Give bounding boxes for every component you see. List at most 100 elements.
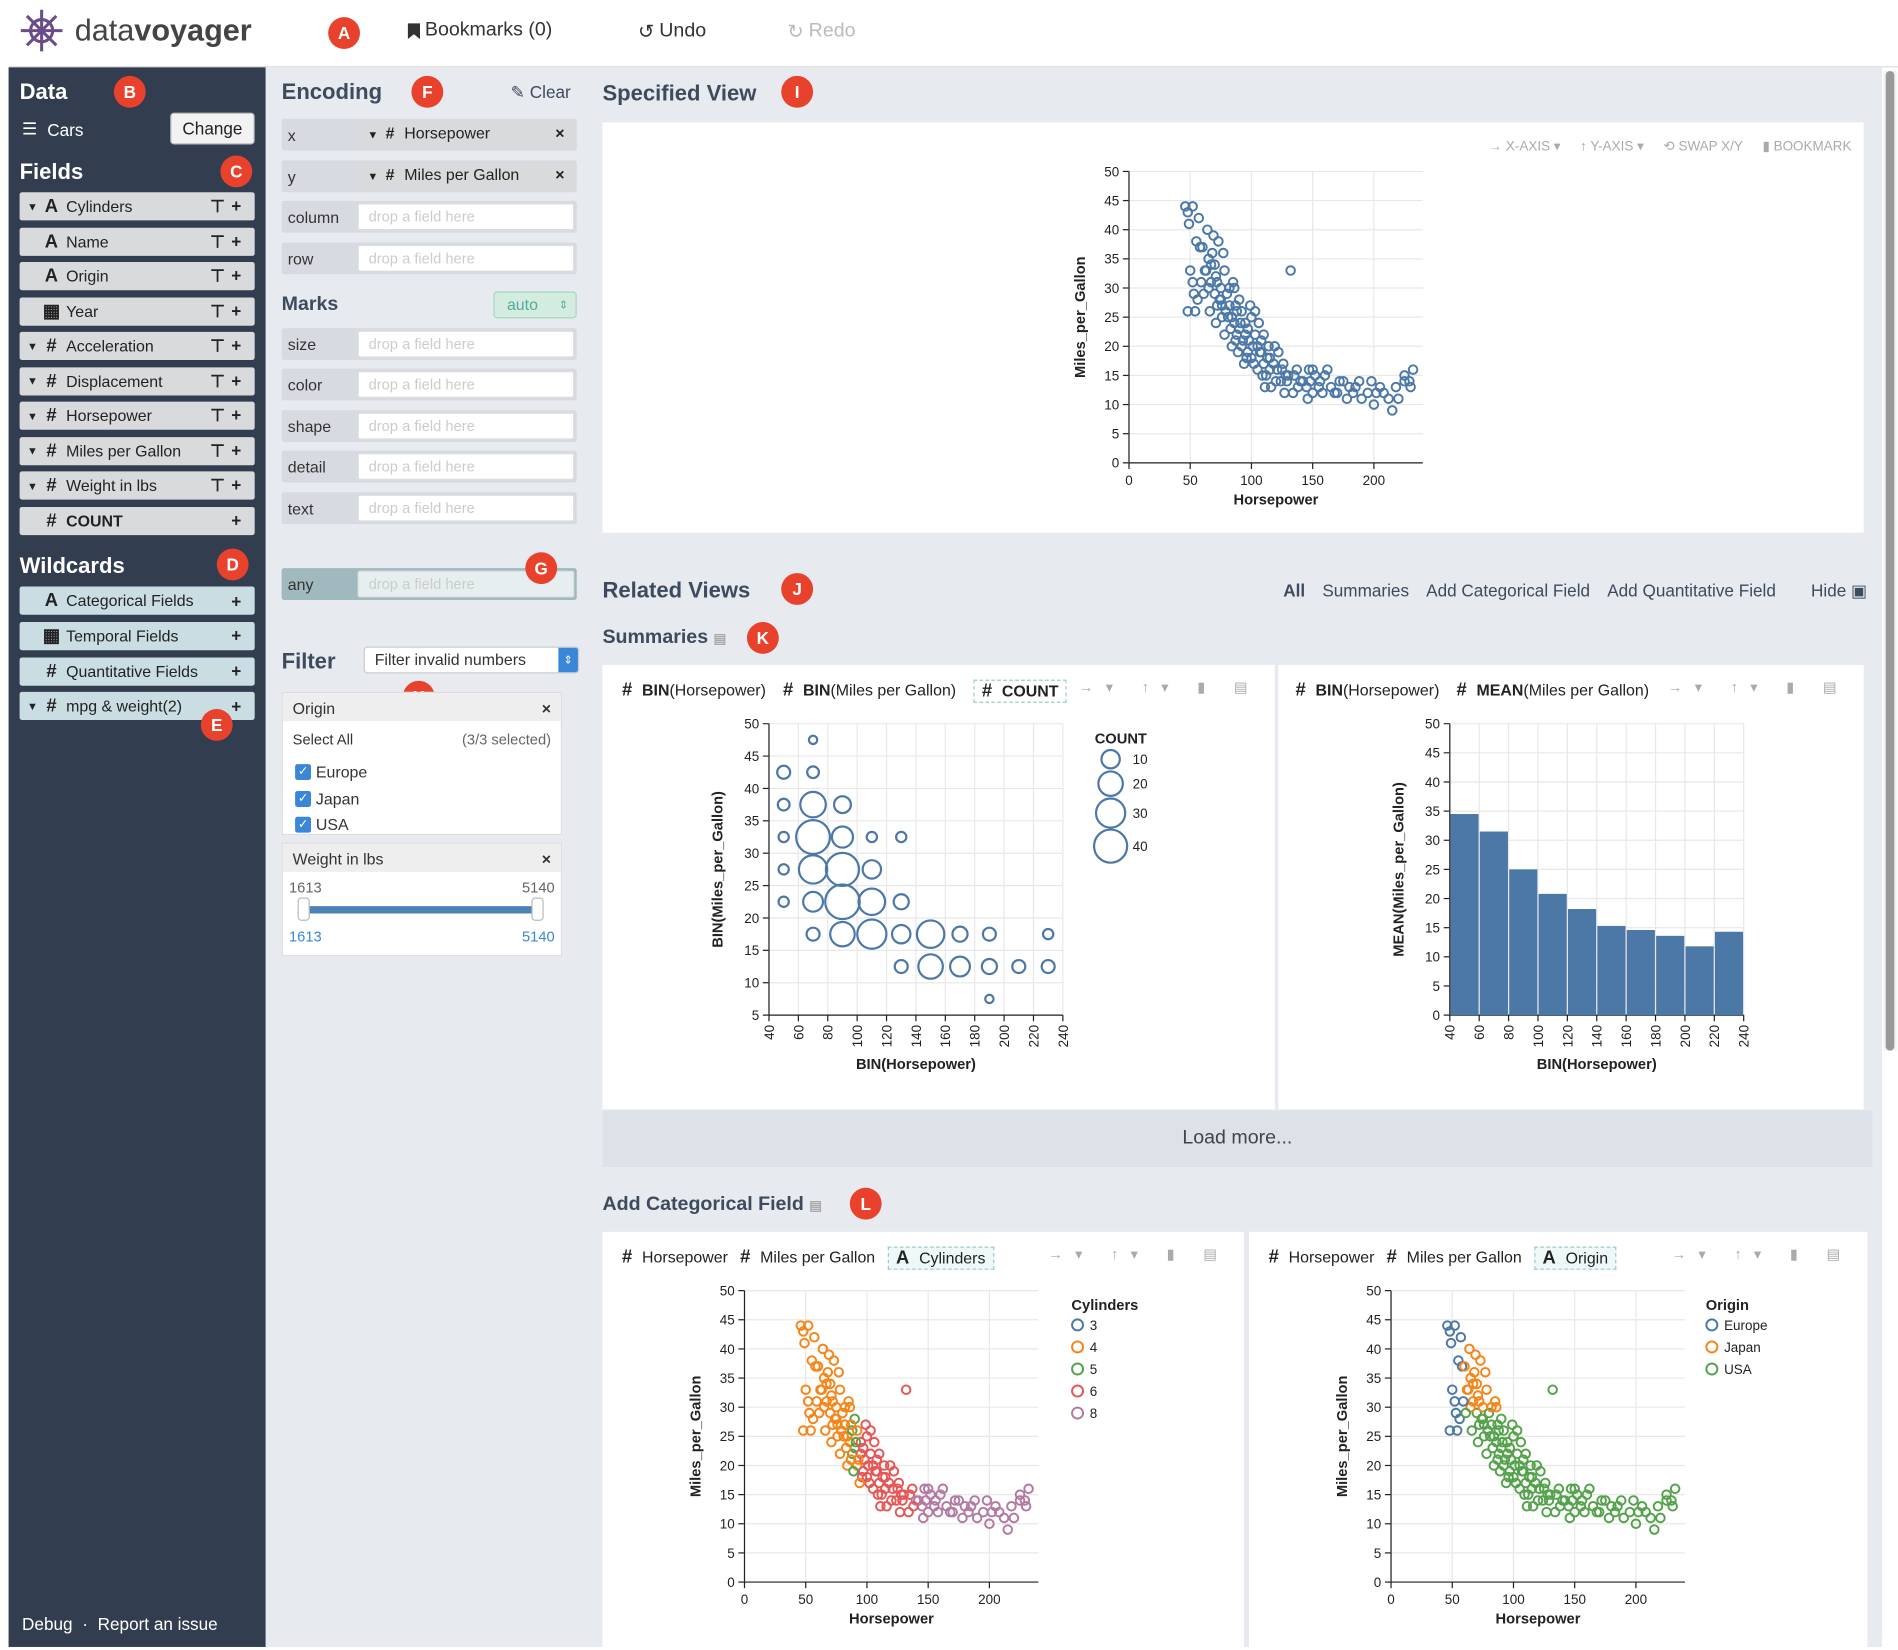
encoding-pill[interactable]: # BIN(Horsepower) <box>1295 679 1440 701</box>
field-pill[interactable]: A Name ⊤+ <box>19 227 255 256</box>
chart-toolbar[interactable]: →▾ ↑▾ ▮ ▤ <box>1078 678 1261 696</box>
encoding-pill[interactable]: # MEAN(Miles per Gallon) <box>1456 679 1650 701</box>
add-field-icon[interactable]: + <box>231 590 248 611</box>
field-pill[interactable]: A Origin ⊤+ <box>19 262 255 291</box>
field-pill[interactable]: ▼ # Horsepower ⊤+ <box>19 401 255 430</box>
encoding-pill[interactable]: # BIN(Miles per Gallon) <box>783 679 957 701</box>
mark-type-select[interactable]: auto ⇕ <box>493 291 577 319</box>
range-slider-min-handle[interactable] <box>297 897 310 921</box>
scrollbar-thumb[interactable] <box>1885 71 1895 1051</box>
remove-field-icon[interactable]: × <box>555 164 565 184</box>
origin-option[interactable]: ✓ Japan <box>295 789 359 808</box>
field-pill[interactable]: ▼ # Displacement ⊤+ <box>19 366 255 395</box>
field-actions[interactable]: ⊤+ <box>210 440 248 460</box>
encoding-pill[interactable]: # BIN(Horsepower) <box>622 679 766 701</box>
encoding-pill[interactable]: # Horsepower <box>622 1246 728 1268</box>
field-actions[interactable]: ⊤+ <box>210 195 248 216</box>
bookmark-view-button[interactable]: ▮ BOOKMARK <box>1762 139 1852 155</box>
chart-toolbar[interactable]: →▾ ↑▾ ▮ ▤ <box>1048 1245 1230 1263</box>
field-actions[interactable]: ⊤+ <box>210 265 248 286</box>
encoded-field-pill[interactable]: ▼ # Miles per Gallon × <box>357 162 575 190</box>
caret-down-icon[interactable]: ▼ <box>26 339 38 353</box>
field-pill[interactable]: ▼ A Cylinders ⊤+ <box>19 192 255 221</box>
encoding-pill[interactable]: # Horsepower <box>1268 1246 1375 1268</box>
range-high-value[interactable]: 5140 <box>522 928 555 946</box>
related-tab[interactable]: All <box>1283 580 1306 601</box>
filter-invalid-select[interactable]: Filter invalid numbers ⇕ <box>363 646 580 674</box>
swap-xy-button[interactable]: ⟲ SWAP X/Y <box>1663 139 1743 155</box>
origin-option[interactable]: ✓ Europe <box>295 763 367 781</box>
caret-down-icon[interactable]: ▼ <box>367 169 379 182</box>
load-more-button[interactable]: Load more... <box>602 1110 1873 1167</box>
drop-zone-column[interactable]: drop a field here <box>357 203 575 231</box>
change-dataset-button[interactable]: Change <box>170 112 255 145</box>
drop-zone-size[interactable]: drop a field here <box>357 330 575 358</box>
field-actions[interactable]: + <box>231 510 248 531</box>
encoded-field-pill[interactable]: ▼ # Horsepower × <box>357 121 575 149</box>
undo-button[interactable]: ↺ Undo <box>637 20 707 43</box>
related-tab[interactable]: Summaries <box>1322 580 1410 601</box>
chart-toolbar[interactable]: →▾ ↑▾ ▮ ▤ <box>1667 678 1849 696</box>
report-issue-link[interactable]: Report an issue <box>97 1613 218 1634</box>
remove-filter-icon[interactable]: × <box>541 699 552 718</box>
related-tab[interactable]: Add Categorical Field <box>1426 580 1591 601</box>
checkbox-checked-icon[interactable]: ✓ <box>295 764 312 781</box>
select-all-link[interactable]: Select All <box>292 731 354 749</box>
field-pill[interactable]: ▦ Year ⊤+ <box>19 296 255 326</box>
hide-related-button[interactable]: Hide ▣ <box>1811 580 1868 601</box>
redo-button[interactable]: ↻ Redo <box>787 20 856 43</box>
range-low-value[interactable]: 1613 <box>288 928 322 946</box>
field-actions[interactable]: ⊤+ <box>210 300 248 321</box>
range-slider-track[interactable] <box>301 906 541 914</box>
list-icon[interactable]: ▤ <box>809 1198 823 1214</box>
main-scrollbar[interactable] <box>1883 71 1897 1051</box>
caret-down-icon[interactable]: ▼ <box>26 479 38 492</box>
caret-down-icon[interactable]: ▼ <box>26 200 38 213</box>
field-pill[interactable]: ▼ # Weight in lbs ⊤+ <box>19 471 255 500</box>
chart-toolbar[interactable]: →▾ ↑▾ ▮ ▤ <box>1671 1245 1853 1263</box>
debug-link[interactable]: Debug <box>22 1613 73 1634</box>
wildcard-pill[interactable]: ▦ Temporal Fields + <box>19 621 255 650</box>
y-axis-menu[interactable]: ↑ Y-AXIS ▾ <box>1580 139 1644 155</box>
field-actions[interactable]: ⊤+ <box>210 475 248 495</box>
field-actions[interactable]: ⊤+ <box>210 335 248 356</box>
checkbox-checked-icon[interactable]: ✓ <box>295 790 312 807</box>
origin-option[interactable]: ✓ USA <box>295 816 349 834</box>
add-field-icon[interactable]: + <box>231 626 248 646</box>
drop-zone-text[interactable]: drop a field here <box>357 494 575 522</box>
related-tab[interactable]: Add Quantitative Field <box>1607 580 1776 601</box>
field-actions[interactable]: ⊤+ <box>210 405 248 425</box>
drop-zone-row[interactable]: drop a field here <box>357 244 575 272</box>
caret-down-icon[interactable]: ▼ <box>26 374 38 387</box>
encoding-pill[interactable]: # Miles per Gallon <box>740 1246 876 1268</box>
add-field-icon[interactable]: + <box>231 661 248 681</box>
caret-down-icon[interactable]: ▼ <box>26 700 38 713</box>
range-slider-max-handle[interactable] <box>531 897 544 921</box>
wildcard-pill[interactable]: A Categorical Fields + <box>19 586 255 615</box>
x-axis-menu[interactable]: → X-AXIS ▾ <box>1488 139 1561 155</box>
drop-zone-detail[interactable]: drop a field here <box>357 453 575 481</box>
encoding-pill[interactable]: # COUNT <box>973 679 1067 703</box>
clear-encoding-button[interactable]: ✎ Clear <box>510 82 571 102</box>
caret-down-icon[interactable]: ▼ <box>26 444 38 457</box>
field-actions[interactable]: ⊤+ <box>210 230 248 251</box>
caret-down-icon[interactable]: ▼ <box>26 409 38 422</box>
add-field-icon[interactable]: + <box>231 696 248 717</box>
field-pill[interactable]: ▼ # Miles per Gallon ⊤+ <box>19 436 255 465</box>
encoding-pill[interactable]: A Cylinders <box>887 1246 994 1270</box>
remove-field-icon[interactable]: × <box>555 123 565 143</box>
drop-zone-shape[interactable]: drop a field here <box>357 412 575 440</box>
encoding-pill[interactable]: A Origin <box>1533 1246 1617 1270</box>
encoding-pill[interactable]: # Miles per Gallon <box>1386 1246 1522 1268</box>
drop-zone-color[interactable]: drop a field here <box>357 371 575 399</box>
field-actions[interactable]: ⊤+ <box>210 370 248 391</box>
remove-filter-icon[interactable]: × <box>541 849 552 869</box>
caret-down-icon[interactable]: ▼ <box>367 128 379 141</box>
summaries-title: Summaries ▤ <box>602 626 727 648</box>
wildcard-pill[interactable]: # Quantitative Fields + <box>19 657 255 686</box>
list-icon[interactable]: ▤ <box>713 631 727 647</box>
field-pill[interactable]: ▼ # Acceleration ⊤+ <box>19 331 255 361</box>
field-pill[interactable]: # COUNT + <box>19 506 255 535</box>
checkbox-checked-icon[interactable]: ✓ <box>295 816 312 833</box>
bookmarks-button[interactable]: Bookmarks (0) <box>407 20 552 42</box>
